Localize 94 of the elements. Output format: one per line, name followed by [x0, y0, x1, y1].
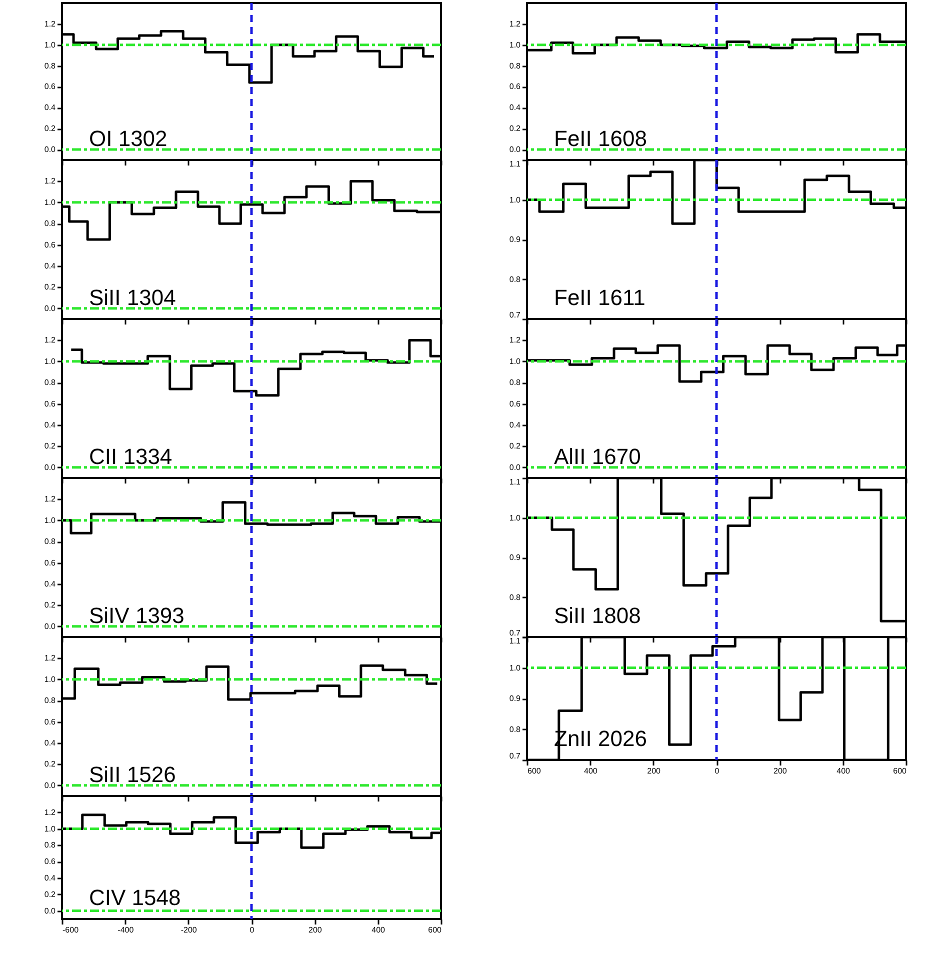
- text: SiII 1526: [89, 762, 176, 787]
- y-tick-label: 0.4: [509, 103, 522, 112]
- text: FeII 1608: [554, 126, 647, 151]
- x-tick-label: 600: [893, 766, 908, 776]
- y-tick-label: 1.0: [44, 198, 56, 207]
- y-tick-label: 0.2: [44, 760, 56, 769]
- y-tick-label: 1.0: [509, 513, 522, 522]
- text: SiII 1304: [89, 285, 176, 310]
- y-tick-label: 0.8: [44, 219, 56, 228]
- y-tick-label: 0.4: [44, 420, 56, 430]
- y-tick-label: 1.0: [44, 40, 56, 50]
- y-tick-label: 0.7: [509, 310, 522, 320]
- y-tick-label: 0.7: [509, 752, 522, 760]
- y-tick-label: 1.2: [44, 494, 56, 504]
- text: OI 1302: [89, 126, 168, 151]
- x-tick-label: -600: [62, 926, 80, 934]
- y-tick-label: 1.2: [44, 808, 56, 817]
- y-tick-label: 0.6: [44, 240, 56, 250]
- y-tick-label: 0.2: [44, 442, 56, 451]
- y-tick-label: 1.1: [509, 478, 522, 486]
- y-tick-label: 1.0: [44, 516, 56, 525]
- y-tick-label: 0.0: [509, 462, 522, 472]
- y-tick-label: 1.1: [509, 636, 522, 646]
- text: CII 1334: [89, 444, 172, 469]
- x-tick-label: 400: [836, 766, 851, 776]
- y-tick-label: 1.2: [44, 176, 56, 186]
- y-tick-label: 0.0: [44, 622, 56, 631]
- x-tick-label: 600: [428, 926, 442, 934]
- text: SiIV 1393: [89, 603, 184, 628]
- y-tick-label: 0.2: [509, 124, 522, 134]
- y-tick-label: 1.0: [509, 663, 522, 672]
- y-tick-label: 0.8: [509, 274, 522, 284]
- y-tick-label: 0.4: [44, 262, 56, 270]
- y-tick-label: 0.2: [44, 600, 56, 610]
- y-tick-label: 0.9: [509, 553, 522, 562]
- y-tick-label: 0.0: [44, 906, 56, 916]
- y-tick-label: 0.4: [44, 103, 56, 112]
- y-tick-label: 0.4: [509, 420, 522, 430]
- y-tick-label: 1.2: [509, 19, 522, 28]
- y-tick-label: 0.9: [509, 694, 522, 703]
- y-tick-label: 0.6: [44, 399, 56, 408]
- y-tick-label: 1.2: [44, 19, 56, 28]
- x-tick-label: 200: [308, 926, 322, 934]
- y-tick-label: 0.8: [44, 378, 56, 388]
- y-tick-label: 0.8: [509, 378, 522, 388]
- y-tick-label: 0.8: [44, 537, 56, 546]
- y-tick-label: 1.0: [509, 195, 522, 204]
- y-tick-label: 1.2: [44, 336, 56, 345]
- x-tick-label: 0: [714, 766, 720, 776]
- y-tick-label: 0.8: [44, 840, 56, 850]
- x-tick-label: 400: [584, 766, 598, 776]
- y-tick-label: 0.6: [44, 82, 56, 92]
- y-tick-label: 0.6: [44, 558, 56, 568]
- text: SiII 1808: [554, 603, 641, 628]
- y-tick-label: 1.2: [44, 654, 56, 663]
- y-tick-label: 0.2: [509, 442, 522, 451]
- x-tick-label: 400: [372, 926, 386, 934]
- y-tick-label: 0.7: [509, 628, 522, 638]
- y-tick-label: 1.0: [509, 356, 522, 366]
- y-tick-label: 0.0: [44, 780, 56, 790]
- y-tick-label: 0.8: [509, 592, 522, 602]
- text: CIV 1548: [89, 885, 181, 910]
- y-tick-label: 0.6: [509, 399, 522, 408]
- y-tick-label: 0.4: [44, 580, 56, 588]
- y-tick-label: 0.6: [509, 82, 522, 92]
- text: AlII 1670: [554, 444, 641, 469]
- y-tick-label: 0.4: [44, 738, 56, 748]
- y-tick-label: 0.9: [509, 235, 522, 244]
- y-tick-label: 1.2: [509, 336, 522, 345]
- y-tick-label: 1.1: [509, 160, 522, 168]
- x-tick-label: 200: [773, 766, 788, 776]
- y-tick-label: 0.2: [44, 282, 56, 292]
- x-tick-label: 0: [250, 926, 255, 934]
- y-tick-label: 0.8: [509, 61, 522, 70]
- y-tick-label: 0.0: [44, 304, 56, 313]
- y-tick-label: 1.0: [509, 40, 522, 50]
- y-tick-label: 0.8: [509, 724, 522, 734]
- y-tick-label: 0.8: [44, 696, 56, 706]
- y-tick-label: 0.6: [44, 717, 56, 726]
- x-tick-label: -200: [180, 926, 198, 934]
- y-tick-label: 1.0: [44, 824, 56, 834]
- y-tick-label: 0.4: [44, 874, 56, 882]
- y-tick-label: 0.2: [44, 124, 56, 134]
- y-tick-label: 0.8: [44, 61, 56, 70]
- text: FeII 1611: [554, 285, 646, 310]
- y-tick-label: 0.0: [44, 462, 56, 472]
- y-tick-label: 0.0: [509, 145, 522, 154]
- y-tick-label: 0.2: [44, 890, 56, 899]
- x-tick-label: -400: [118, 926, 134, 934]
- y-tick-label: 1.0: [44, 356, 56, 366]
- y-tick-label: 1.0: [44, 674, 56, 684]
- x-tick-label: 600: [528, 766, 542, 776]
- x-tick-label: 200: [647, 766, 662, 776]
- y-tick-label: 0.6: [44, 857, 56, 866]
